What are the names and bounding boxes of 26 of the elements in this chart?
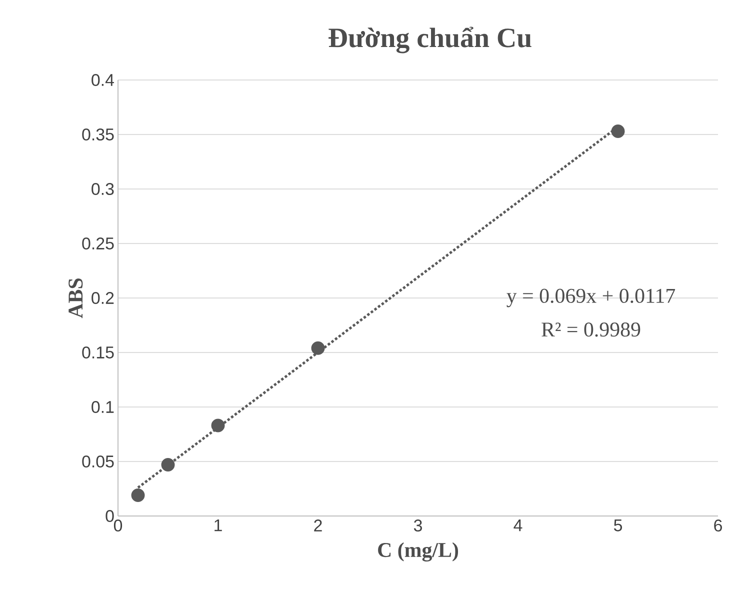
chart-title: Đường chuẩn Cu: [328, 26, 532, 54]
x-tick-label: 2: [314, 520, 322, 532]
y-tick-label: 0.25: [82, 238, 114, 250]
x-axis-title: C (mg/L): [378, 542, 458, 562]
y-tick-label: 0.15: [82, 346, 114, 358]
y-tick-label: 0.35: [82, 128, 114, 140]
y-tick-label: 0.3: [92, 183, 114, 195]
x-tick-label: 6: [714, 520, 722, 532]
annotation: R² = 0.9989: [542, 322, 640, 337]
y-tick-label: 0.1: [92, 401, 114, 413]
x-tick-label: 4: [514, 520, 522, 532]
point: [131, 488, 145, 502]
x-tick-label: 0: [114, 520, 122, 532]
y-tick-label: 0.2: [92, 292, 114, 304]
point: [161, 458, 175, 472]
point: [311, 341, 325, 355]
y-tick-label: 0: [106, 510, 114, 522]
point: [211, 418, 225, 432]
point: [611, 124, 625, 138]
x-tick-label: 1: [214, 520, 222, 532]
y-tick-label: 0.05: [82, 456, 114, 468]
y-axis-title: ABS: [68, 278, 83, 318]
y-tick-label: 0.4: [92, 74, 114, 86]
x-tick-label: 5: [614, 520, 622, 532]
annotation: y = 0.069x + 0.0117: [506, 288, 676, 308]
x-tick-label: 3: [414, 520, 422, 532]
